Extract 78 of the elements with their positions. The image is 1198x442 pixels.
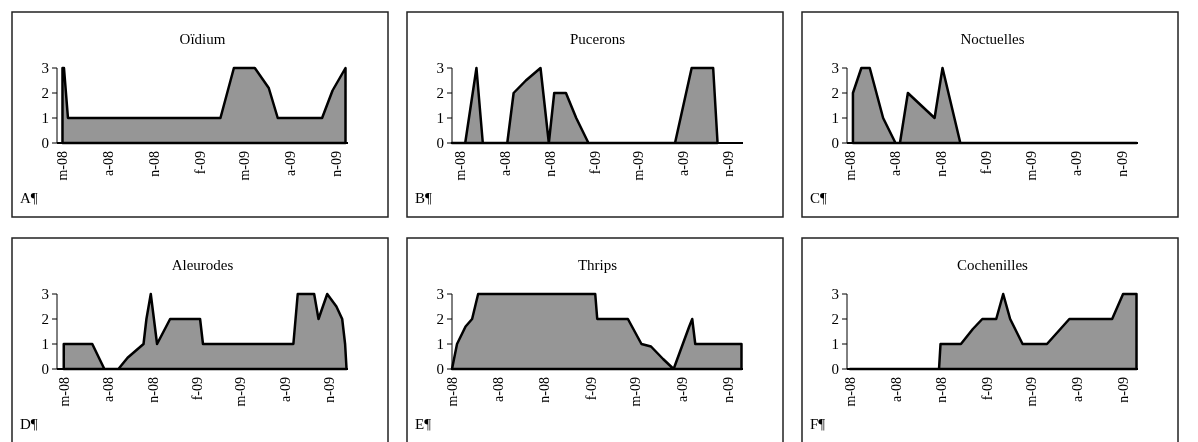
x-tick-label: a-08 [101, 377, 117, 402]
y-tick-label: 2 [436, 85, 444, 102]
y-tick-label: 2 [41, 85, 49, 102]
y-tick-label: 3 [436, 286, 444, 303]
x-tick-label: n-09 [1115, 377, 1131, 403]
chart-title: Aleurodes [171, 257, 234, 273]
y-tick-label: 0 [436, 135, 444, 152]
x-tick-label: a-08 [101, 151, 117, 176]
x-tick-label: f-09 [587, 151, 603, 175]
x-tick-label: m-08 [842, 151, 858, 181]
x-tick-label: n-08 [537, 377, 553, 403]
y-tick-label: 3 [436, 60, 444, 77]
y-tick-label: 0 [41, 135, 49, 152]
x-tick-label: m-09 [631, 151, 647, 181]
x-tick-label: a-08 [888, 151, 904, 176]
text: A¶ [20, 190, 38, 206]
y-tick-label: 1 [41, 336, 49, 353]
x-tick-label: m-08 [444, 377, 460, 407]
y-tick-label: 2 [436, 311, 444, 328]
y-tick-label: 3 [41, 60, 49, 77]
chart-title: Oïdium [179, 31, 226, 47]
y-tick-label: 3 [831, 60, 839, 77]
x-tick-label: f-09 [979, 151, 995, 175]
x-tick-label: n-09 [721, 151, 737, 177]
x-tick-label: m-08 [842, 377, 858, 407]
x-tick-label: m-08 [452, 151, 468, 181]
text: C¶ [810, 190, 827, 206]
y-tick-label: 1 [436, 110, 444, 127]
x-tick-label: n-08 [934, 377, 950, 403]
x-tick-label: m-09 [1024, 377, 1040, 407]
x-tick-label: n-09 [322, 377, 338, 403]
x-tick-label: n-08 [145, 377, 161, 403]
y-tick-label: 0 [436, 361, 444, 378]
chart-title: Thrips [577, 257, 618, 273]
text: B¶ [415, 190, 432, 206]
x-tick-label: n-08 [542, 151, 558, 177]
x-tick-label: a-08 [888, 377, 904, 402]
x-tick-label: n-09 [1114, 151, 1130, 177]
y-tick-label: 1 [436, 336, 444, 353]
x-tick-label: m-09 [233, 377, 249, 407]
chart-title: Cochenilles [957, 257, 1029, 273]
x-tick-label: n-08 [933, 151, 949, 177]
x-tick-label: n-09 [328, 151, 344, 177]
x-tick-label: a-09 [1069, 151, 1085, 176]
x-tick-label: a-09 [674, 377, 690, 402]
y-tick-label: 3 [41, 286, 49, 303]
x-tick-label: a-09 [676, 151, 692, 176]
x-tick-label: a-09 [283, 151, 299, 176]
x-tick-label: m-08 [55, 151, 71, 181]
y-tick-label: 0 [831, 135, 839, 152]
x-tick-label: a-09 [1070, 377, 1086, 402]
y-tick-label: 2 [41, 311, 49, 328]
chart-title: Pucerons [570, 31, 626, 47]
x-tick-label: n-09 [720, 377, 736, 403]
x-tick-label: a-08 [497, 151, 513, 176]
text: D¶ [20, 416, 38, 432]
x-tick-label: m-08 [56, 377, 72, 407]
y-tick-label: 2 [831, 311, 839, 328]
x-tick-label: m-09 [1023, 151, 1039, 181]
y-tick-label: 3 [831, 286, 839, 303]
x-tick-label: f-09 [980, 377, 996, 401]
y-tick-label: 0 [41, 361, 49, 378]
y-tick-label: 1 [831, 110, 839, 127]
text: F¶ [810, 416, 826, 432]
x-tick-label: f-09 [190, 377, 206, 401]
x-tick-label: a-08 [491, 377, 507, 402]
x-tick-label: f-09 [192, 151, 208, 175]
y-tick-label: 2 [831, 85, 839, 102]
x-tick-label: m-09 [237, 151, 253, 181]
x-tick-label: f-09 [583, 377, 599, 401]
y-tick-label: 1 [41, 110, 49, 127]
x-tick-label: n-08 [147, 151, 163, 177]
chart-title: Noctuelles [960, 31, 1025, 47]
y-tick-label: 0 [831, 361, 839, 378]
x-tick-label: a-09 [277, 377, 293, 402]
x-tick-label: m-09 [628, 377, 644, 407]
y-tick-label: 1 [831, 336, 839, 353]
text: E¶ [415, 416, 432, 432]
